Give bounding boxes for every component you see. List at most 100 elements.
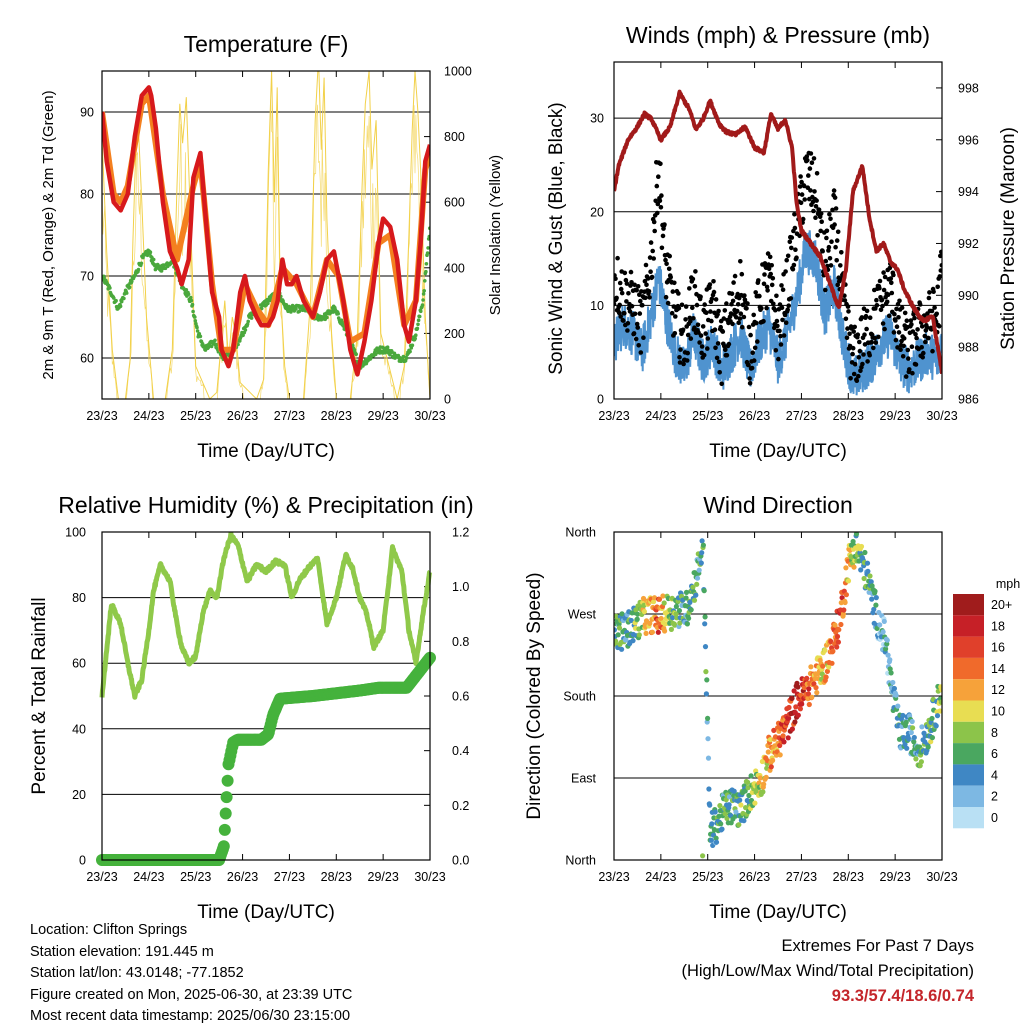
gust-point [871,345,876,351]
gust-point [726,341,732,347]
gust-point [789,235,795,240]
gust-point [938,253,942,259]
gust-point [685,350,690,356]
direction-ylabel: Direction (Colored By Speed) [524,572,545,819]
gust-point [631,331,637,336]
wind-direction-point [840,611,847,617]
temperature-y2tick-label: 800 [444,130,465,144]
wind-direction-point [673,611,679,617]
wind-direction-point [677,620,683,626]
humidity-xtick-label: 27/23 [274,870,305,884]
gust-point [754,320,759,326]
gust-point [651,219,657,225]
gust-point [829,239,834,244]
wind-direction-point [690,584,696,590]
wind-direction-point [706,786,712,792]
gust-point [788,296,794,301]
dewpoint-point [325,315,329,320]
colorbar-label: 8 [991,726,998,740]
wind-direction-point [858,543,865,550]
gust-point [834,238,840,243]
station-pressure-line [614,89,942,375]
gust-point [627,309,633,314]
gust-point [889,290,895,296]
humidity-xlabel: Time (Day/UTC) [197,902,335,923]
temperature-xtick-label: 28/23 [321,409,352,423]
gust-point [655,201,661,207]
gust-point [659,245,665,251]
wind-direction-point [752,800,758,806]
gust-point [919,324,925,329]
wind-direction-point [843,565,849,571]
dewpoint-point [186,292,191,297]
gust-point [880,303,885,309]
station-latlon: Station lat/lon: 43.0148; -77.1852 [30,965,244,981]
wind-direction-point [858,567,864,573]
wind-direction-point [877,622,883,628]
dewpoint-point [189,295,193,300]
gust-point [635,284,641,289]
wind-direction-point [869,596,875,602]
gust-point [739,271,745,277]
dewpoint-point [427,234,430,239]
gust-point [859,315,865,320]
speed-colorbar: mph 20+ 18 16 14 12 10 8 6 4 2 0 [953,577,1020,829]
winds-xtick-label: 28/23 [833,409,864,423]
colorbar-swatch [953,679,984,701]
wind-direction-point [909,718,915,725]
direction-ytick-label: East [571,772,597,786]
wind-direction-point [716,813,722,819]
humidity-y2tick-label: 0.4 [452,744,469,758]
gust-point [779,305,785,311]
wind-direction-point [884,637,890,643]
humidity-frame [101,531,431,861]
wind-direction-point [789,695,795,702]
wind-direction-point [651,599,657,605]
gust-point [835,229,841,235]
gust-point [711,279,716,284]
gust-point [732,273,738,279]
gust-point [906,356,911,361]
wind-direction-point [834,644,840,650]
wind-direction-point [778,721,785,727]
gust-point [814,171,820,176]
gust-point [720,329,726,334]
gust-point [896,315,901,320]
wind-direction-point [717,803,723,809]
wind-direction-point [805,691,812,697]
gust-point [845,326,850,331]
gust-point [862,332,867,338]
gust-point [660,233,666,239]
gust-point [801,183,807,189]
gust-point [618,286,624,292]
gust-point [833,244,838,250]
direction-ytick-label: North [565,526,596,540]
gust-point [917,302,923,307]
wind-direction-point [841,607,847,613]
winds-ytick-label: 10 [590,299,604,313]
gust-point [894,324,900,330]
dewpoint-point [417,314,422,319]
temperature-xtick-label: 25/23 [180,409,211,423]
gust-point [907,367,912,372]
temperature-xtick-label: 29/23 [368,409,399,423]
gust-point [926,295,932,301]
direction-xtick-label: 26/23 [739,870,770,884]
gust-point [622,311,627,316]
colorbar-swatch [953,721,984,744]
wind-direction-point [705,736,711,742]
temperature-title: Temperature (F) [184,31,349,57]
wind-direction-point [748,773,754,779]
gust-point [784,257,789,263]
wind-direction-point [895,703,901,709]
wind-direction-point [937,708,942,714]
temperature-xtick-label: 23/23 [86,409,117,423]
gust-point [908,318,914,323]
wind-direction-point [903,719,909,726]
gust-point [783,320,789,326]
gust-point [831,188,837,193]
gust-point [852,361,858,367]
gust-point [640,302,645,308]
gust-point [774,293,779,299]
winds-xtick-label: 27/23 [786,409,817,423]
